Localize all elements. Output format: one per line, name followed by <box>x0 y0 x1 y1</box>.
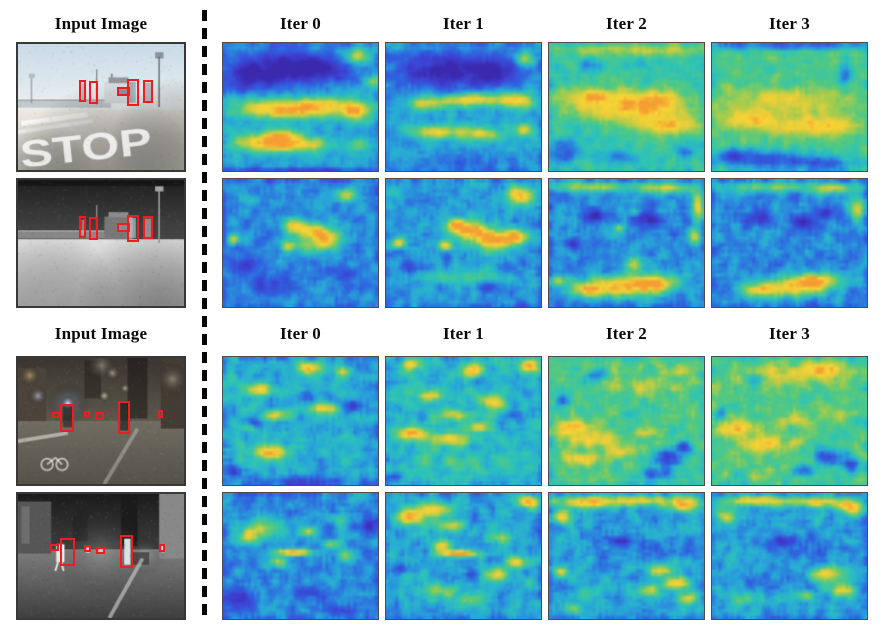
column-header-input-image-2: Input Image <box>54 324 148 343</box>
column-header-iter3-2: Iter 3 <box>768 324 810 343</box>
heatmap-canvas <box>712 179 867 307</box>
column-header-iter0-2: Iter 0 <box>279 324 321 343</box>
detection-bbox <box>117 400 131 434</box>
heatmap-row3-iter2 <box>548 356 705 486</box>
heatmap-row2-iter2 <box>548 178 705 308</box>
detection-boxes <box>18 44 184 170</box>
detection-bbox <box>159 543 165 553</box>
heatmap-canvas <box>712 357 867 485</box>
heatmap-canvas <box>549 357 704 485</box>
detection-bbox <box>78 215 87 238</box>
detection-bbox <box>88 81 98 104</box>
heatmap-canvas <box>386 43 541 171</box>
heatmap-row3-iter1 <box>385 356 542 486</box>
input-image-thermal-night <box>16 492 186 620</box>
heatmap-row4-iter1 <box>385 492 542 620</box>
heatmap-canvas <box>223 493 378 619</box>
heatmap-row4-iter2 <box>548 492 705 620</box>
heatmap-canvas <box>712 43 867 171</box>
heatmap-canvas <box>549 179 704 307</box>
column-header-iter2-2: Iter 2 <box>605 324 647 343</box>
photo-canvas <box>18 44 184 170</box>
heatmap-row3-iter0 <box>222 356 379 486</box>
heatmap-canvas <box>549 493 704 619</box>
heatmap-row1-iter3 <box>711 42 868 172</box>
heatmap-row1-iter2 <box>548 42 705 172</box>
detection-bbox <box>95 412 105 420</box>
photo-canvas <box>18 358 184 484</box>
input-image-rgb-day <box>16 42 186 172</box>
heatmap-row2-iter3 <box>711 178 868 308</box>
detection-boxes <box>18 358 184 484</box>
detection-bbox <box>84 545 92 552</box>
detection-bbox <box>126 78 140 106</box>
column-header-iter2: Iter 2 <box>605 14 647 33</box>
detection-bbox <box>59 403 74 433</box>
dashed-divider <box>201 10 207 622</box>
detection-bbox <box>116 222 131 232</box>
column-header-iter1: Iter 1 <box>442 14 484 33</box>
photo-canvas <box>18 180 184 306</box>
detection-bbox <box>88 217 98 240</box>
detection-bbox <box>78 79 87 102</box>
heatmap-canvas <box>223 179 378 307</box>
detection-bbox <box>116 86 131 96</box>
column-header-input-image: Input Image <box>54 14 148 33</box>
heatmap-row3-iter3 <box>711 356 868 486</box>
heatmap-row1-iter1 <box>385 42 542 172</box>
detection-bbox <box>143 215 154 240</box>
detection-bbox <box>50 543 60 552</box>
column-header-iter0: Iter 0 <box>279 14 321 33</box>
heatmap-canvas <box>386 493 541 619</box>
heatmap-canvas <box>549 43 704 171</box>
heatmap-row4-iter0 <box>222 492 379 620</box>
heatmap-canvas <box>386 357 541 485</box>
heatmap-canvas <box>712 493 867 619</box>
detection-bbox <box>96 546 106 554</box>
heatmap-row2-iter1 <box>385 178 542 308</box>
input-image-thermal-day <box>16 178 186 308</box>
heatmap-canvas <box>223 357 378 485</box>
heatmap-row2-iter0 <box>222 178 379 308</box>
detection-bbox <box>120 534 133 569</box>
column-header-iter3: Iter 3 <box>768 14 810 33</box>
detection-bbox <box>143 79 154 104</box>
detection-bbox <box>126 214 140 242</box>
heatmap-canvas <box>386 179 541 307</box>
detection-bbox <box>84 410 91 418</box>
heatmap-row4-iter3 <box>711 492 868 620</box>
detection-bbox <box>52 411 61 419</box>
heatmap-canvas <box>223 43 378 171</box>
heatmap-row1-iter0 <box>222 42 379 172</box>
figure-grid: Input Image Iter 0 Iter 1 Iter 2 Iter 3 … <box>16 8 868 622</box>
detection-boxes <box>18 180 184 306</box>
detection-bbox <box>158 410 163 419</box>
photo-canvas <box>18 494 184 618</box>
input-image-rgb-night <box>16 356 186 486</box>
column-header-iter1-2: Iter 1 <box>442 324 484 343</box>
detection-bbox <box>60 538 76 566</box>
detection-boxes <box>18 494 184 618</box>
